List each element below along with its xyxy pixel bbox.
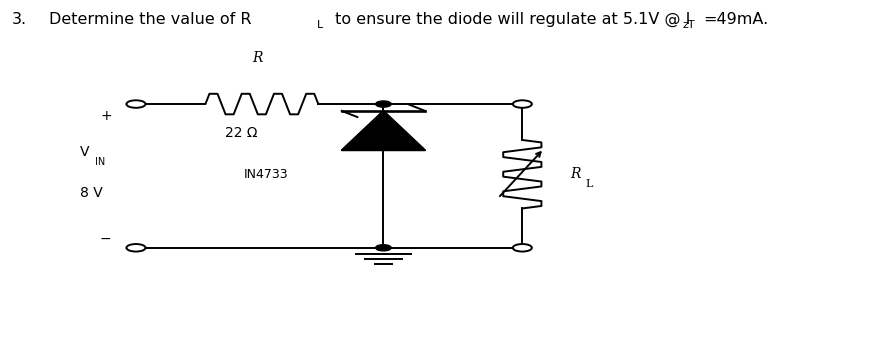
- Text: IN4733: IN4733: [243, 168, 288, 181]
- Text: 22 Ω: 22 Ω: [226, 126, 258, 140]
- Text: 8 V: 8 V: [79, 186, 102, 200]
- Text: R: R: [571, 167, 581, 181]
- Text: R: R: [253, 51, 263, 65]
- Text: Determine the value of R: Determine the value of R: [49, 12, 252, 27]
- Text: −: −: [99, 232, 111, 246]
- Polygon shape: [341, 111, 425, 150]
- Text: L: L: [316, 20, 323, 30]
- Circle shape: [375, 245, 391, 251]
- Text: 3.: 3.: [12, 12, 27, 27]
- Circle shape: [375, 101, 391, 107]
- Text: =49mA.: =49mA.: [703, 12, 768, 27]
- Text: IN: IN: [95, 157, 105, 167]
- Text: to ensure the diode will regulate at 5.1V @ I: to ensure the diode will regulate at 5.1…: [330, 12, 691, 27]
- Text: +: +: [101, 109, 112, 123]
- Text: L: L: [585, 179, 593, 189]
- Text: V: V: [79, 145, 89, 159]
- Text: zT: zT: [683, 20, 696, 30]
